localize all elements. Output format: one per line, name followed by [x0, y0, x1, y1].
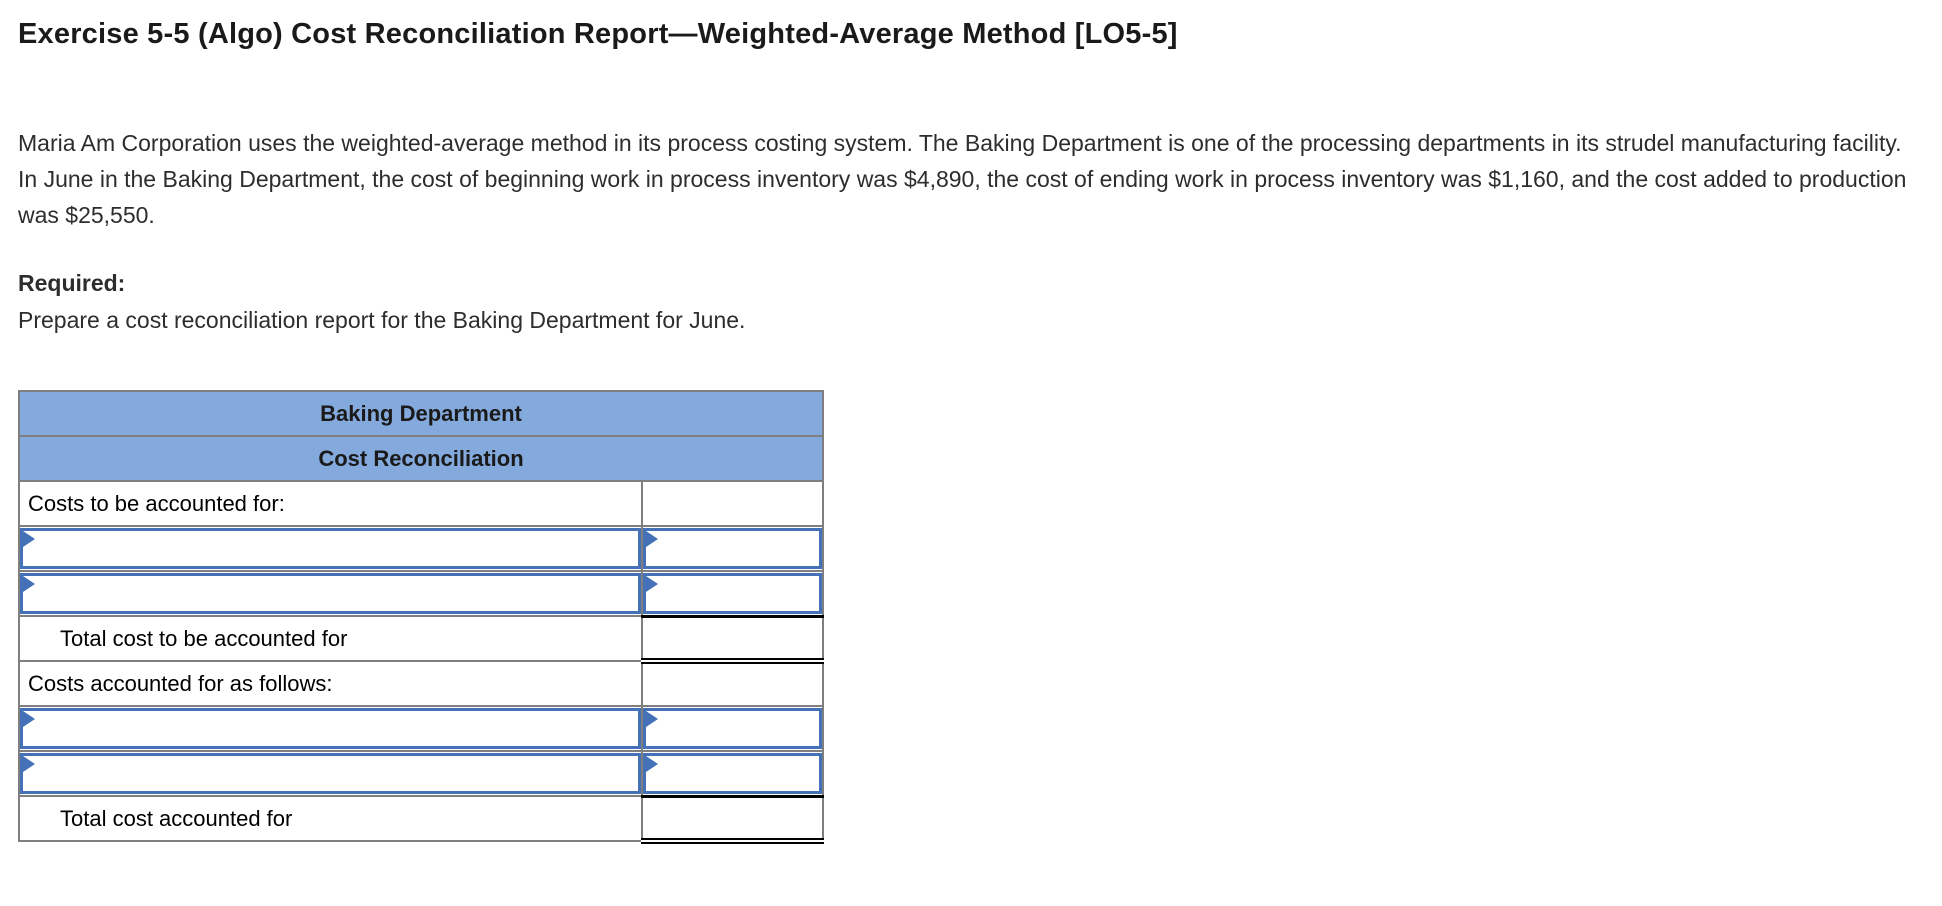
- required-label: Required:: [18, 270, 126, 296]
- dropdown-row: [18, 750, 824, 797]
- page-title: Exercise 5-5 (Algo) Cost Reconciliation …: [18, 18, 1178, 50]
- description-dropdown-cell-1[interactable]: [18, 525, 643, 572]
- blank-amount-cell: [641, 480, 824, 527]
- dropdown-row: [18, 705, 824, 752]
- amount-input-cell-3[interactable]: [641, 705, 824, 752]
- dropdown-flag-icon: [23, 576, 35, 592]
- costs-to-be-accounted-for-label: Costs to be accounted for:: [18, 480, 643, 527]
- dropdown-box: [20, 753, 641, 794]
- description-dropdown-cell-2[interactable]: [18, 570, 643, 617]
- table-subtitle: Cost Reconciliation: [18, 435, 824, 482]
- table-subtitle-row: Cost Reconciliation: [18, 435, 824, 482]
- amount-input-cell-1[interactable]: [641, 525, 824, 572]
- table-title: Baking Department: [18, 390, 824, 437]
- total-cost-accounted-for-amount-cell: [641, 794, 824, 844]
- dropdown-box: [20, 528, 641, 569]
- total-cost-to-be-accounted-for-amount-cell: [641, 614, 824, 664]
- section-header-row: Costs accounted for as follows:: [18, 660, 824, 707]
- dropdown-box: [643, 528, 822, 569]
- table-title-row: Baking Department: [18, 390, 824, 437]
- amount-input-cell-4[interactable]: [641, 750, 824, 797]
- description-dropdown-cell-3[interactable]: [18, 705, 643, 752]
- dropdown-flag-icon: [646, 711, 658, 727]
- blank-amount-cell: [641, 660, 824, 707]
- dropdown-row: [18, 525, 824, 572]
- section-header-row: Costs to be accounted for:: [18, 480, 824, 527]
- dropdown-flag-icon: [646, 531, 658, 547]
- dropdown-flag-icon: [646, 575, 658, 592]
- costs-accounted-for-label: Costs accounted for as follows:: [18, 660, 643, 707]
- total-row: Total cost to be accounted for: [18, 614, 824, 664]
- dropdown-flag-icon: [646, 755, 658, 772]
- dropdown-row: [18, 570, 824, 617]
- total-cost-accounted-for-label: Total cost accounted for: [18, 795, 643, 842]
- problem-statement: Maria Am Corporation uses the weighted-a…: [18, 130, 1907, 228]
- dropdown-box: [20, 573, 641, 614]
- dropdown-box: [20, 708, 641, 749]
- dropdown-flag-icon: [23, 531, 35, 547]
- required-instruction: Prepare a cost reconciliation report for…: [18, 307, 746, 333]
- page: Exercise 5-5 (Algo) Cost Reconciliation …: [18, 18, 1907, 844]
- amount-input-cell-2[interactable]: [641, 570, 824, 617]
- dropdown-box: [643, 708, 822, 749]
- dropdown-flag-icon: [23, 756, 35, 772]
- dropdown-box: [643, 572, 822, 614]
- total-cost-to-be-accounted-for-label: Total cost to be accounted for: [18, 615, 643, 662]
- description-dropdown-cell-4[interactable]: [18, 750, 643, 797]
- total-row: Total cost accounted for: [18, 794, 824, 844]
- dropdown-box: [643, 752, 822, 794]
- dropdown-flag-icon: [23, 711, 35, 727]
- cost-reconciliation-table: Baking Department Cost Reconciliation Co…: [18, 390, 824, 844]
